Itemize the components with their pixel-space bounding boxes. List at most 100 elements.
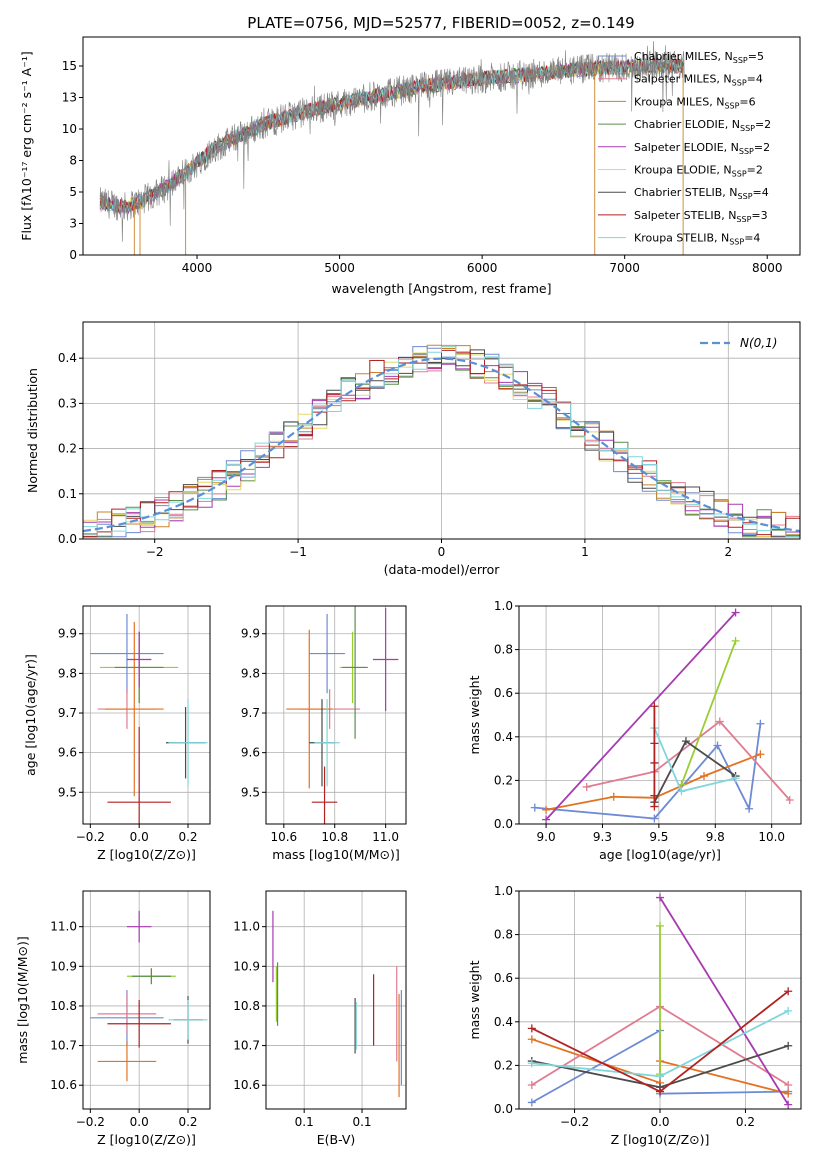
y-tick-label: 3 [69,216,77,230]
weight-point-marker [784,1041,793,1050]
y-tick-label: 9.5 [58,785,77,799]
axes-frame [82,36,801,256]
plot-area-age_vs_mass [266,606,406,824]
x-axis-label: age [log10(age/yr)] [599,847,721,862]
legend-label: Chabrier ELODIE, NSSP=2 [634,118,771,133]
x-tick-label: 9.5 [649,830,668,844]
panel-mass_vs_ebv: 0.1 0.1 10.6 10.7 10.8 10.9 11.0 E(B-V) [233,890,407,1147]
legend-label: Chabrier STELIB, NSSP=4 [634,186,769,201]
weight-point-marker [731,608,740,617]
y-tick-label: 1.0 [494,599,513,613]
weight-point-marker [784,1006,793,1015]
x-tick-label: −1 [289,545,307,559]
weight-point-marker [582,782,591,791]
x-tick-label: 6000 [467,261,498,275]
weight-series-4 [545,611,737,821]
legend-label: Salpeter MILES, NSSP=4 [634,73,763,88]
weight-point-marker [713,741,722,750]
plot-area-age_vs_Z [83,606,210,824]
legend-label: Kroupa STELIB, NSSP=4 [634,232,760,247]
panel-age_vs_Z: −0.2 0.0 0.2 9.5 9.6 9.7 9.8 9.9 Z [log10(Z/Z⊙)]… [23,605,211,862]
legend-suffix: =2 [755,118,771,131]
model-spectrum-0 [99,57,685,213]
x-tick-label: 0.1 [352,1115,371,1129]
x-tick-label: 10.0 [758,830,785,844]
x-tick-label: 9.3 [593,830,612,844]
x-axis-label: Z [log10(Z/Z⊙)] [97,1132,196,1147]
y-tick-label: 0.4 [58,351,77,365]
legend-suffix: =4 [753,186,769,199]
weight-point-marker [731,774,740,783]
x-axis-label: wavelength [Angstrom, rest frame] [331,281,551,296]
panel-weight_vs_Z: −0.2 0.0 0.2 0.0 0.2 0.4 0.6 0.8 1.0 Z [log10(Z/Z… [467,884,802,1147]
x-tick-label: 9.0 [537,830,556,844]
panel-mass_vs_Z: −0.2 0.0 0.2 10.6 10.7 10.8 10.9 11.0 Z [log10(Z… [15,890,211,1147]
legend-text: Kroupa MILES, N [634,95,724,108]
weight-point-marker [756,750,765,759]
x-axis-label: Z [log10(Z/Z⊙)] [611,1132,710,1147]
x-tick-label: 0.2 [178,1115,197,1129]
legend-sub: SSP [732,79,747,88]
x-tick-label: 9.8 [706,830,725,844]
legend-text: Salpeter STELIB, N [634,209,736,222]
weight-point-marker [784,987,793,996]
y-tick-label: 0.0 [494,1102,513,1116]
x-axis-label: mass [log10(M/M⊙)] [272,847,400,862]
legend-sub: SSP [736,215,751,224]
legend-sub: SSP [733,56,748,65]
y-tick-label: 0 [69,248,77,262]
axes-frame [82,605,211,825]
y-tick-label: 10 [62,122,77,136]
panel-residuals: −2 −1 0 1 2 0.0 0.1 0.2 0.3 0.4 (data-model)/error… [25,321,801,577]
weight-point-marker [656,921,664,930]
y-tick-label: 9.7 [58,706,77,720]
model-spectrum-5 [99,57,685,214]
legend-label: Salpeter ELODIE, NSSP=2 [634,141,770,156]
y-axis-label: Flux [fλ10⁻¹⁷ erg cm⁻² s⁻¹ A⁻¹] [19,51,34,240]
legend-text: Salpeter ELODIE, N [634,141,739,154]
weight-point-marker [656,893,664,902]
weight-series-6 [653,727,736,793]
y-tick-label: 5 [69,185,77,199]
y-tick-label: 0.2 [494,1058,513,1072]
model-spectrum-6 [99,58,685,214]
weight-point-marker [681,737,690,746]
x-tick-label: 5000 [324,261,355,275]
weight-point-marker [656,1087,664,1096]
plot-area-weight_vs_age [519,606,801,824]
panel-age_vs_mass: 10.6 10.8 11.0 9.5 9.6 9.7 9.8 9.9 mass [log10(M… [241,605,407,862]
panel-weight_vs_age: 9.0 9.3 9.5 9.8 10.0 0.0 0.2 0.4 0.6 0.8 1.0 age [l… [467,599,802,862]
x-tick-label: 10.8 [321,830,348,844]
y-tick-label: 10.8 [233,999,260,1013]
y-tick-label: 0.4 [494,730,513,744]
weight-point-marker [656,1072,664,1081]
y-tick-label: 0.6 [494,686,513,700]
x-tick-label: 0.1 [295,1115,314,1129]
weight-point-marker [745,804,754,813]
panel-spectrum: 4000 5000 6000 7000 8000 0 3 5 8 10 13 15 PLATE=0756… [19,14,801,296]
weight-series-2 [586,720,791,801]
x-tick-label: 4000 [182,261,213,275]
y-tick-label: 15 [62,59,77,73]
weight-point-marker [650,814,659,823]
legend-suffix: =4 [747,73,763,86]
axes-frame [265,890,407,1110]
legend-sub: SSP [738,192,753,201]
x-tick-label: 0.2 [736,1115,755,1129]
model-spectrum-1 [99,57,685,214]
legend-sub: SSP [739,147,754,156]
y-tick-label: 9.6 [241,746,260,760]
plot-area-weight_vs_Z [519,891,801,1109]
y-tick-label: 0.3 [58,396,77,410]
weight-point-marker [650,758,659,767]
legend-text: Kroupa ELODIE, N [634,164,732,177]
legend-suffix: =4 [744,232,760,245]
y-tick-label: 13 [62,90,77,104]
x-tick-label: 0 [438,545,446,559]
y-axis-label: age [log10(age/yr)] [23,654,38,776]
x-tick-label: −0.2 [76,1115,105,1129]
axes-frame [265,605,407,825]
legend-label: Chabrier MILES, NSSP=5 [634,50,764,65]
y-tick-label: 0.1 [58,487,77,501]
